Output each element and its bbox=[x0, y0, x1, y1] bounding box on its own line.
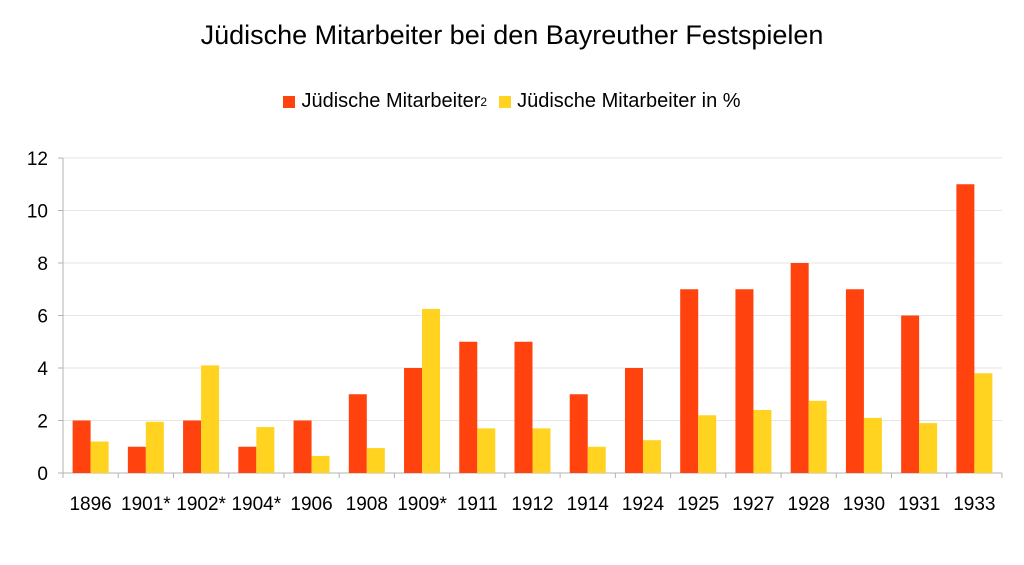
bar-series-1 bbox=[569, 394, 588, 473]
bar-series-1 bbox=[238, 446, 257, 473]
x-tick-label: 1927 bbox=[732, 494, 774, 515]
x-tick-label: 1930 bbox=[843, 494, 885, 515]
bar-series-2 bbox=[753, 410, 772, 473]
legend-swatch-series-1 bbox=[283, 95, 296, 108]
bar-series-1 bbox=[735, 289, 754, 473]
x-tick-label: 1928 bbox=[788, 494, 830, 515]
bar-series-1 bbox=[956, 184, 975, 473]
y-tick-label: 4 bbox=[37, 359, 48, 380]
bar-series-1 bbox=[514, 341, 533, 473]
bar-series-2 bbox=[201, 365, 220, 473]
legend-label-series-2: Jüdische Mitarbeiter in % bbox=[517, 90, 741, 112]
bar-series-1 bbox=[845, 289, 864, 473]
x-tick-label: 1924 bbox=[622, 494, 665, 515]
bar-series-2 bbox=[366, 448, 385, 473]
bar-series-2 bbox=[145, 421, 164, 473]
y-tick-label: 6 bbox=[37, 307, 48, 328]
bar-series-2 bbox=[698, 415, 717, 473]
bar-series-1 bbox=[348, 394, 367, 473]
x-tick-label: 1911 bbox=[457, 494, 498, 515]
x-tick-label: 1931 bbox=[898, 494, 940, 515]
x-tick-label: 1912 bbox=[511, 494, 553, 515]
bar-series-2 bbox=[919, 423, 938, 473]
bar-series-1 bbox=[72, 420, 91, 473]
x-tick-label: 1933 bbox=[953, 494, 995, 515]
legend-label-series-1-superscript: 2 bbox=[480, 94, 488, 109]
x-tick-label: 1904* bbox=[231, 494, 281, 515]
legend-item-series-2: Jüdische Mitarbeiter in % bbox=[499, 90, 741, 113]
bar-series-2 bbox=[587, 446, 606, 473]
x-tick-label: 1896 bbox=[69, 494, 111, 515]
bar-series-2 bbox=[974, 373, 993, 473]
y-tick-label: 8 bbox=[37, 254, 48, 275]
bar-series-1 bbox=[459, 341, 478, 473]
legend-label-series-1: Jüdische Mitarbeiter bbox=[301, 90, 481, 112]
bar-series-1 bbox=[680, 289, 699, 473]
x-tick-label: 1901* bbox=[121, 494, 171, 515]
x-tick-label: 1914 bbox=[567, 494, 610, 515]
legend: Jüdische Mitarbeiter 2 Jüdische Mitarbeit… bbox=[0, 90, 1024, 113]
x-tick-label: 1906 bbox=[290, 494, 332, 515]
bar-series-1 bbox=[624, 368, 643, 473]
bar-series-2 bbox=[808, 400, 827, 473]
legend-swatch-series-2 bbox=[499, 95, 512, 108]
bar-series-2 bbox=[863, 417, 882, 473]
bar-series-1 bbox=[790, 263, 809, 473]
x-tick-label: 1902* bbox=[176, 494, 226, 515]
y-tick-label: 10 bbox=[27, 202, 48, 223]
bar-series-1 bbox=[183, 420, 202, 473]
legend-item-series-1: Jüdische Mitarbeiter 2 bbox=[283, 90, 487, 113]
bar-series-2 bbox=[422, 308, 441, 473]
y-tick-label: 2 bbox=[37, 412, 48, 433]
x-tick-label: 1908 bbox=[346, 494, 388, 515]
chart-title: Jüdische Mitarbeiter bei den Bayreuther … bbox=[200, 20, 824, 50]
bar-series-2 bbox=[311, 455, 330, 473]
y-tick-label: 12 bbox=[27, 149, 48, 170]
bar-series-2 bbox=[90, 441, 109, 473]
bar-series-2 bbox=[532, 428, 551, 473]
bar-series-2 bbox=[642, 440, 661, 473]
bar-series-1 bbox=[293, 420, 312, 473]
bar-series-1 bbox=[127, 446, 146, 473]
bar-series-2 bbox=[477, 428, 496, 473]
bar-series-2 bbox=[256, 427, 275, 473]
y-tick-label: 0 bbox=[37, 464, 48, 485]
bar-series-1 bbox=[901, 315, 920, 473]
x-tick-label: 1909* bbox=[397, 494, 447, 515]
x-tick-label: 1925 bbox=[677, 494, 719, 515]
bar-series-1 bbox=[404, 368, 423, 473]
